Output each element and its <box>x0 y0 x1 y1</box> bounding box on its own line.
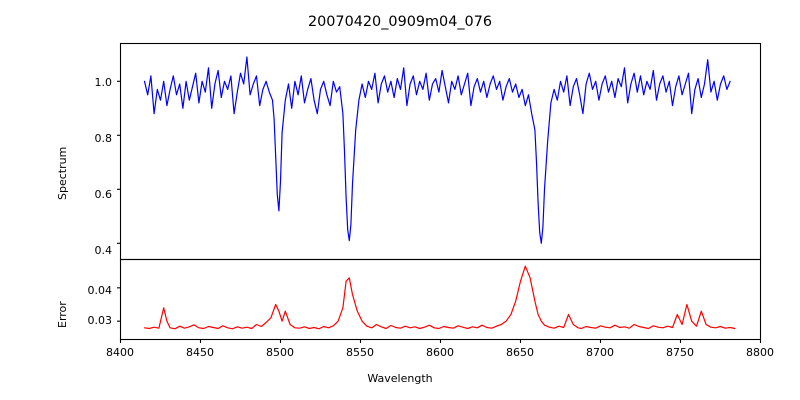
spectrum-ytick-label: 0.4 <box>94 244 113 257</box>
error-ytick-label: 0.03 <box>87 314 113 327</box>
spectrum-tickmarks <box>117 80 121 244</box>
spectrum-ytick-label: 0.8 <box>94 132 113 145</box>
spectrum-ytick-label: 1.0 <box>94 76 113 89</box>
xtick-label: 8550 <box>346 346 374 359</box>
xtick-label: 8400 <box>106 346 134 359</box>
error-ytick-label: 0.04 <box>87 284 113 297</box>
spectrum-ytick-label: 0.6 <box>94 188 113 201</box>
error-data-line <box>143 265 736 330</box>
x-axis-label: Wavelength <box>367 372 433 385</box>
xtick-label: 8700 <box>586 346 614 359</box>
xtick-label: 8600 <box>426 346 454 359</box>
xtick-label: 8450 <box>186 346 214 359</box>
xtick-label: 8750 <box>666 346 694 359</box>
xtick-label: 8800 <box>746 346 774 359</box>
x-tickmarks <box>119 339 762 343</box>
xtick-label: 8500 <box>266 346 294 359</box>
xtick-label: 8650 <box>506 346 534 359</box>
spectrum-data-line <box>143 56 731 244</box>
error-tickmarks <box>117 287 121 322</box>
page-title: 20070420_0909m04_076 <box>307 14 493 30</box>
